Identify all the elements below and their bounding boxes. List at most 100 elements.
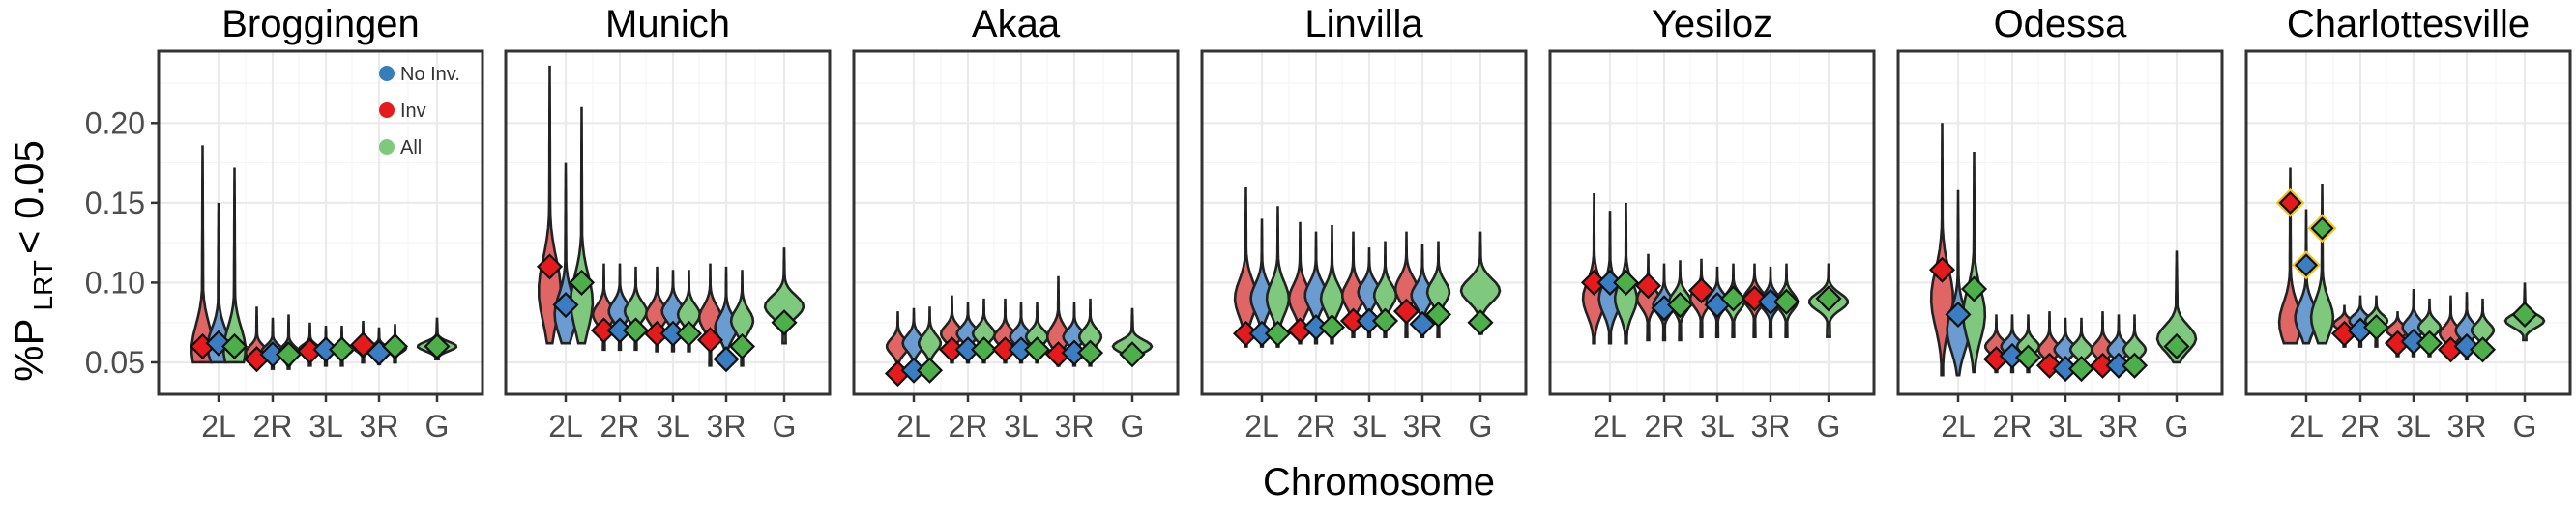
mean-marker-2R-all (275, 341, 303, 368)
mean-marker-2R-all (1318, 314, 1346, 341)
x-tick-label: 3R (360, 409, 399, 444)
panel-broggingen: Broggingen 2L 2R 3L 3R G No Inv. Inv All (157, 3, 484, 444)
x-tick-label: 2L (1244, 409, 1279, 444)
violin-3R-noinv (2106, 314, 2131, 377)
x-tick-label: G (2513, 409, 2537, 444)
violin-2L-all (1961, 152, 1987, 374)
mean-marker-2L-all (1612, 269, 1640, 296)
panels: Broggingen 2L 2R 3L 3R G No Inv. Inv All Munich 2L… (157, 3, 2572, 444)
x-tick-label: 3R (2447, 409, 2487, 444)
violin-2L-noinv (901, 307, 926, 380)
violin-3R-all (729, 270, 755, 367)
violin-3L-noinv (1357, 247, 1382, 338)
mean-marker-3R-all (1424, 301, 1452, 328)
violin-3L-inv (1341, 231, 1365, 338)
mean-marker-2L-all (568, 269, 596, 296)
mean-marker-G-all (1467, 309, 1494, 336)
mean-marker-2R-all (622, 317, 650, 344)
panel-title: Odessa (1994, 3, 2128, 45)
x-tick-label: 3L (656, 409, 690, 444)
violin-3R-inv (2438, 295, 2464, 361)
violin-G-all (1459, 231, 1502, 335)
mean-marker-3L-all (1023, 336, 1051, 363)
mean-marker-G-all (1815, 285, 1842, 312)
panel-border (1896, 49, 2224, 396)
y-tick-label: 0.05 (85, 345, 145, 380)
mean-marker-2L-all (916, 357, 944, 384)
mean-marker-2R-all (2362, 314, 2390, 341)
legend-swatch (379, 139, 395, 155)
violin-2L-inv (1581, 193, 1607, 345)
x-tick-label: 3L (308, 409, 343, 444)
panel-border (2244, 49, 2572, 396)
mean-marker-3R-noinv (1409, 310, 1436, 337)
violin-3L-all (2068, 317, 2094, 377)
violin-3R-noinv (2454, 292, 2479, 361)
violin-3L-inv (644, 266, 670, 353)
panel-akaa: Akaa 2L 2R 3L 3R G (852, 3, 1180, 444)
x-tick-label: 3L (2048, 409, 2083, 444)
mean-marker-3R-all (1076, 339, 1104, 366)
mean-marker-3R-all (2469, 336, 2497, 363)
violin-2R-noinv (1303, 231, 1329, 345)
violin-2R-inv (591, 263, 617, 352)
panel-title: Munich (605, 3, 730, 45)
mean-marker-2R-all (970, 336, 998, 363)
x-axis-title: Chromosome (1263, 461, 1495, 503)
y-tick-label: 0.20 (85, 105, 145, 140)
x-tick-label: 3L (2396, 409, 2431, 444)
x-tick-label: 2L (548, 409, 583, 444)
mean-marker-3R-noinv (713, 346, 740, 373)
mean-marker-G-all (424, 332, 451, 360)
x-tick-label: 3L (1352, 409, 1387, 444)
legend-label: Inv (400, 101, 426, 122)
panel-title: Broggingen (221, 3, 420, 45)
panel-yesiloz: Yesiloz 2L 2R 3L 3R G (1548, 3, 1876, 444)
x-tick-label: 3L (1700, 409, 1735, 444)
x-tick-label: 2L (1941, 409, 1976, 444)
mean-marker-3R-inv (349, 331, 377, 359)
mean-marker-3L-all (2415, 330, 2444, 357)
x-tick-label: G (773, 409, 797, 444)
mean-marker-G-all (2511, 301, 2538, 328)
panel-border (157, 49, 484, 396)
y-tick-label: 0.15 (85, 186, 145, 220)
mean-marker-3L-all (328, 336, 356, 363)
panel-title: Linvilla (1304, 3, 1423, 45)
mean-marker-3R-all (1772, 288, 1800, 315)
x-tick-label: 2R (1993, 409, 2033, 444)
y-axis-title: %PLRT< 0.05 (6, 140, 58, 382)
mean-marker-2L-all (220, 332, 249, 360)
panel-border (1200, 49, 1528, 396)
x-tick-label: 2R (253, 409, 293, 444)
panel-title: Akaa (972, 3, 1061, 45)
x-tick-label: G (2165, 409, 2189, 444)
mean-marker-2L-noinv (552, 291, 579, 319)
panel-munich: Munich 2L 2R 3L 3R G (504, 3, 832, 444)
violin-2L-inv (885, 311, 911, 380)
x-tick-label: 3R (1751, 409, 1791, 444)
panel-border (1548, 49, 1876, 396)
panel-odessa: Odessa 2L 2R 3L 3R G (1896, 3, 2224, 444)
x-tick-label: G (1469, 409, 1493, 444)
mean-marker-3R-inv (696, 327, 724, 354)
mean-marker-3L-all (675, 320, 703, 347)
violin-2R-all (1319, 225, 1345, 345)
y-tick-label: 0.10 (85, 265, 145, 300)
x-tick-label: 3R (2099, 409, 2139, 444)
panel-title: Yesiloz (1652, 3, 1772, 45)
mean-marker-3L-all (1719, 285, 1747, 312)
violin-2L-all (917, 306, 943, 380)
violin-2L-all (1265, 206, 1291, 348)
x-tick-label: 2L (2289, 409, 2324, 444)
mean-marker-2L-noinv (2294, 253, 2319, 277)
violin-G-all (2155, 250, 2198, 364)
violin-2R-inv (939, 295, 965, 364)
panel-linvilla: Linvilla 2L 2R 3L 3R G (1200, 3, 1528, 444)
violin-2L-inv (190, 145, 216, 364)
x-tick-label: G (1121, 409, 1145, 444)
x-tick-label: 2L (1593, 409, 1627, 444)
mean-marker-2L-all (1264, 320, 1292, 347)
violin-2L-inv (2277, 167, 2303, 345)
